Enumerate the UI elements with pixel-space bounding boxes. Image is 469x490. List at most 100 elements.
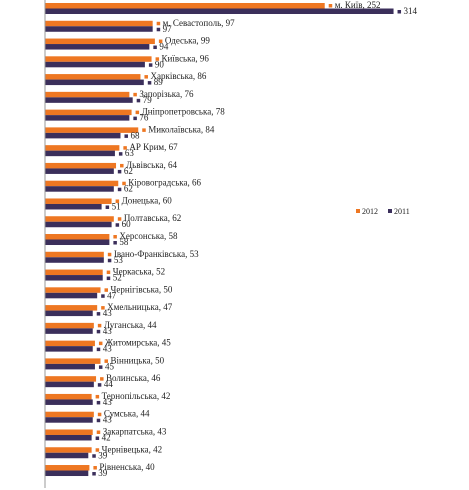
- marker-2012: [133, 92, 137, 97]
- category-label: Львівська, 64: [126, 160, 177, 170]
- bar-2012: [45, 91, 130, 98]
- category-label: Одеська, 99: [165, 36, 211, 46]
- marker-2011: [106, 276, 111, 281]
- bar-2012: [45, 411, 94, 418]
- marker-2012: [97, 412, 102, 417]
- marker-2012: [135, 110, 140, 115]
- bar-2011: [45, 310, 93, 317]
- bar-2012: [45, 447, 92, 453]
- value-label-2011: 97: [163, 24, 173, 34]
- value-label-2011: 60: [122, 219, 132, 229]
- bar-2012: [45, 20, 153, 27]
- category-label: Київська, 96: [162, 53, 210, 63]
- bar-2012: [45, 269, 103, 276]
- category-label: Херсонська, 58: [119, 231, 178, 241]
- category-group: Миколаївська, 84 68: [45, 124, 215, 140]
- marker-2012: [123, 146, 127, 150]
- marker-2011: [92, 472, 96, 476]
- bar-2012: [45, 376, 97, 382]
- bar-2011: [45, 150, 115, 157]
- bar-2011: [45, 381, 94, 388]
- legend-swatch-2011: [388, 209, 392, 213]
- bar-2011: [45, 292, 98, 299]
- category-label: Черкаська, 52: [113, 267, 165, 277]
- marker-2012: [93, 466, 97, 470]
- category-label: АР Крим, 67: [129, 142, 178, 152]
- legend-swatch-2012: [356, 209, 360, 213]
- bar-2012: [45, 56, 152, 62]
- category-label: м. Севастополь, 97: [163, 18, 236, 28]
- bar-2012: [45, 465, 90, 471]
- marker-2011: [115, 223, 120, 227]
- category-label: Хмельницька, 47: [107, 302, 173, 312]
- category-label: Запорізька, 76: [139, 89, 194, 99]
- bar-2011: [45, 470, 89, 477]
- bar-2012: [45, 3, 325, 9]
- value-label-2011: 62: [124, 166, 133, 176]
- value-label-2011: 53: [114, 255, 124, 265]
- marker-2012: [106, 270, 111, 275]
- category-group: м. Київ, 252 314: [45, 0, 418, 16]
- bar-2012: [45, 393, 92, 400]
- value-label-2011: 63: [125, 148, 134, 158]
- marker-2012: [107, 252, 112, 257]
- marker-2011: [113, 241, 117, 245]
- value-label-2011: 314: [404, 6, 418, 16]
- bar-2011: [45, 257, 104, 263]
- bar-2012: [45, 358, 101, 364]
- value-label-2011: 45: [105, 361, 115, 371]
- marker-2011: [92, 454, 96, 458]
- bar-2011: [45, 399, 93, 405]
- marker-2011: [96, 312, 101, 316]
- value-label-2011: 43: [103, 326, 113, 336]
- category-label: Житомирська, 45: [105, 338, 171, 348]
- marker-2012: [156, 21, 161, 26]
- category-label: Івано-Франківська, 53: [114, 249, 199, 259]
- marker-2011: [148, 63, 153, 67]
- category-label: Вінницька, 50: [111, 355, 165, 365]
- bar-2012: [45, 109, 132, 116]
- value-label-2011: 44: [104, 379, 114, 389]
- category-label: Чернівецька, 42: [102, 444, 163, 454]
- value-label-2011: 43: [103, 397, 113, 407]
- bar-2012: [45, 74, 141, 80]
- marker-2011: [153, 45, 157, 50]
- value-label-2011: 94: [159, 42, 169, 52]
- value-label-2011: 39: [98, 468, 108, 478]
- bar-2011: [45, 186, 114, 192]
- value-label-2011: 39: [98, 450, 108, 460]
- bar-2011: [45, 363, 95, 370]
- marker-2011: [96, 329, 101, 334]
- bar-2011: [45, 79, 144, 86]
- category-label: Дніпропетровська, 78: [142, 107, 226, 117]
- marker-2012: [158, 39, 163, 44]
- bar-2012: [45, 162, 117, 169]
- value-label-2011: 76: [139, 113, 149, 123]
- marker-2011: [98, 365, 103, 369]
- bar-2012: [45, 180, 119, 187]
- marker-2012: [142, 128, 146, 132]
- value-label-2011: 51: [112, 201, 121, 211]
- value-label-2011: 43: [103, 415, 113, 425]
- marker-2011: [96, 400, 101, 405]
- marker-2011: [117, 187, 122, 192]
- marker-2011: [147, 81, 152, 85]
- marker-2012: [95, 394, 100, 399]
- marker-2012: [97, 323, 102, 328]
- marker-2012: [155, 57, 160, 61]
- bar-2012: [45, 145, 120, 151]
- marker-2012: [120, 163, 124, 168]
